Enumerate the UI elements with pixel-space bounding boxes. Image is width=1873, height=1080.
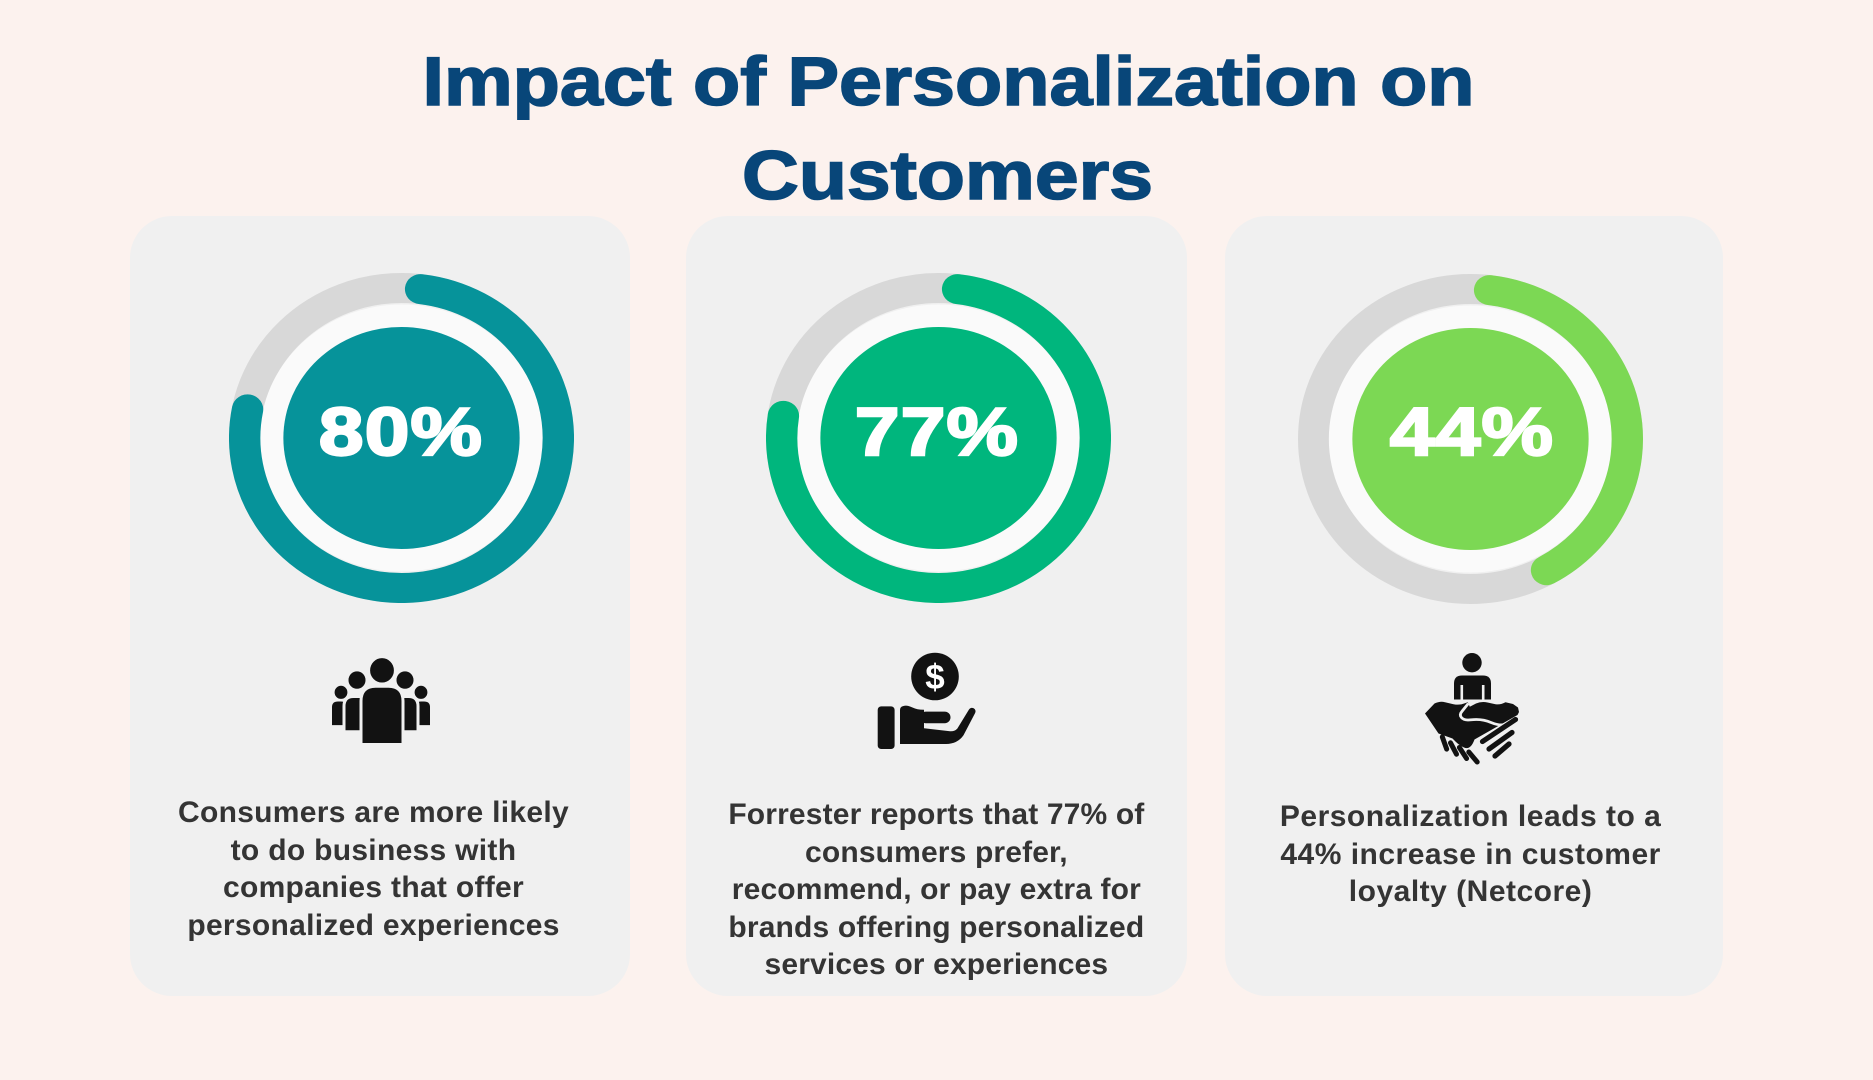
svg-text:$: $ — [925, 658, 944, 697]
